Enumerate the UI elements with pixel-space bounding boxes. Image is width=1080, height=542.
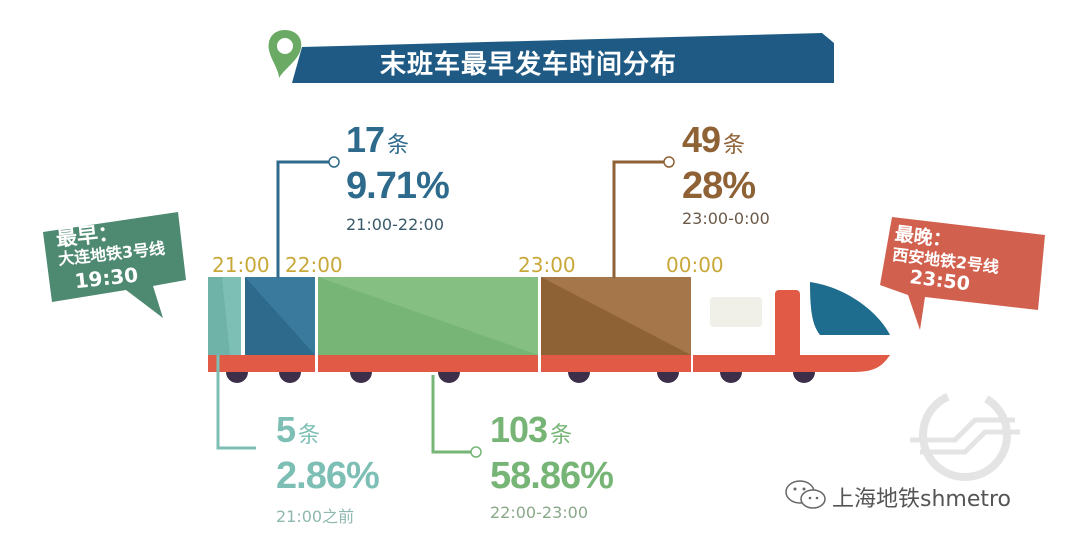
page-title: 末班车最早发车时间分布 xyxy=(380,50,678,80)
unit: 条 xyxy=(387,132,409,157)
percent: 9.71% xyxy=(346,165,450,207)
time-label-2300: 23:00 xyxy=(518,253,576,277)
range: 21:00之前 xyxy=(276,507,355,526)
latest-bubble-shape xyxy=(880,217,1045,330)
segment-bar-2200-2300 xyxy=(318,277,538,355)
stat-2200-2300: 103 条 58.86% 22:00-23:00 xyxy=(490,409,614,523)
unit: 条 xyxy=(550,422,572,447)
count: 5 xyxy=(276,409,296,450)
earliest-bubble-shape xyxy=(43,212,186,318)
percent: 28% xyxy=(682,165,756,207)
count: 49 xyxy=(682,119,721,160)
watermark-text: 上海地铁shmetro xyxy=(832,487,1012,512)
segment-bar-2300-0000 xyxy=(541,277,691,355)
unit: 条 xyxy=(723,132,745,157)
time-label-0000: 00:00 xyxy=(666,253,724,277)
range: 22:00-23:00 xyxy=(490,503,588,522)
unit: 条 xyxy=(298,422,320,447)
range: 21:00-22:00 xyxy=(346,215,444,234)
wheels xyxy=(226,372,815,383)
percent: 58.86% xyxy=(490,455,614,497)
count: 103 xyxy=(490,409,548,450)
stat-2100-2200: 17 条 9.71% 21:00-22:00 xyxy=(346,119,450,235)
range: 23:00-0:00 xyxy=(682,209,770,228)
metro-logo-icon xyxy=(910,389,1020,481)
percent: 2.86% xyxy=(276,455,380,497)
wechat-icon xyxy=(785,480,826,509)
time-label-2100: 21:00 xyxy=(212,253,270,277)
location-pin-icon xyxy=(268,30,302,78)
stat-2300-0000: 49 条 28% 23:00-0:00 xyxy=(682,119,770,229)
train-chart xyxy=(208,277,890,383)
segment-bar-before-2100 xyxy=(208,277,241,355)
count: 17 xyxy=(346,119,385,160)
segment-bar-2100-2200 xyxy=(245,277,315,355)
locomotive xyxy=(693,282,890,372)
title-banner xyxy=(292,33,834,83)
time-label-2200: 22:00 xyxy=(285,253,343,277)
